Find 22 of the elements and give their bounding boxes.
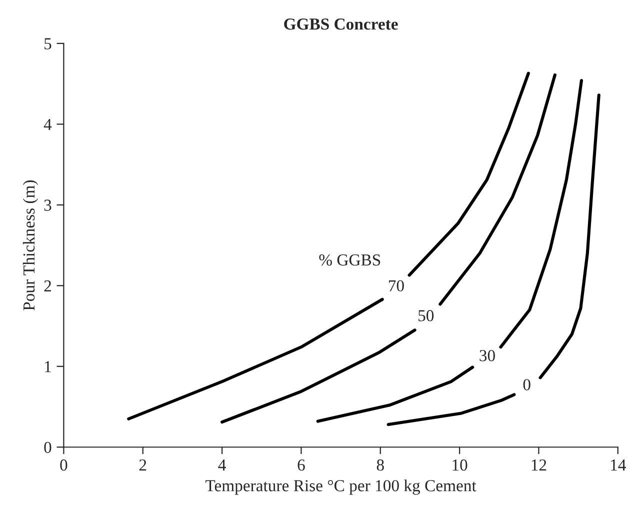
series-label: 70	[388, 280, 404, 292]
y-tick-label: 2	[44, 280, 51, 292]
x-tick-label: 0	[60, 459, 68, 471]
x-tick-label: 2	[139, 459, 146, 470]
y-tick-label: 3	[44, 200, 52, 211]
annotation: % GGBS	[319, 254, 380, 266]
y-tick-label: 4	[44, 118, 52, 130]
series-label: 30	[480, 350, 495, 362]
y-tick-label: 0	[44, 442, 52, 454]
x-axis-title: Temperature Rise °C per 100 kg Cement	[206, 480, 476, 495]
y-tick-label: 5	[44, 38, 52, 50]
series-label: 50	[418, 310, 434, 322]
y-axis-title: Pour Thickness (m)	[22, 180, 38, 310]
y-tick-label: 1	[45, 361, 51, 372]
x-tick-label: 4	[218, 460, 226, 470]
x-tick-label: 8	[376, 459, 384, 471]
chart-title: GGBS Concrete	[284, 18, 398, 30]
x-tick-label: 10	[452, 459, 468, 471]
series-label: 0	[523, 379, 530, 390]
x-tick-label: 12	[532, 459, 546, 470]
x-tick-label: 14	[611, 459, 626, 470]
x-tick-label: 6	[298, 459, 305, 471]
